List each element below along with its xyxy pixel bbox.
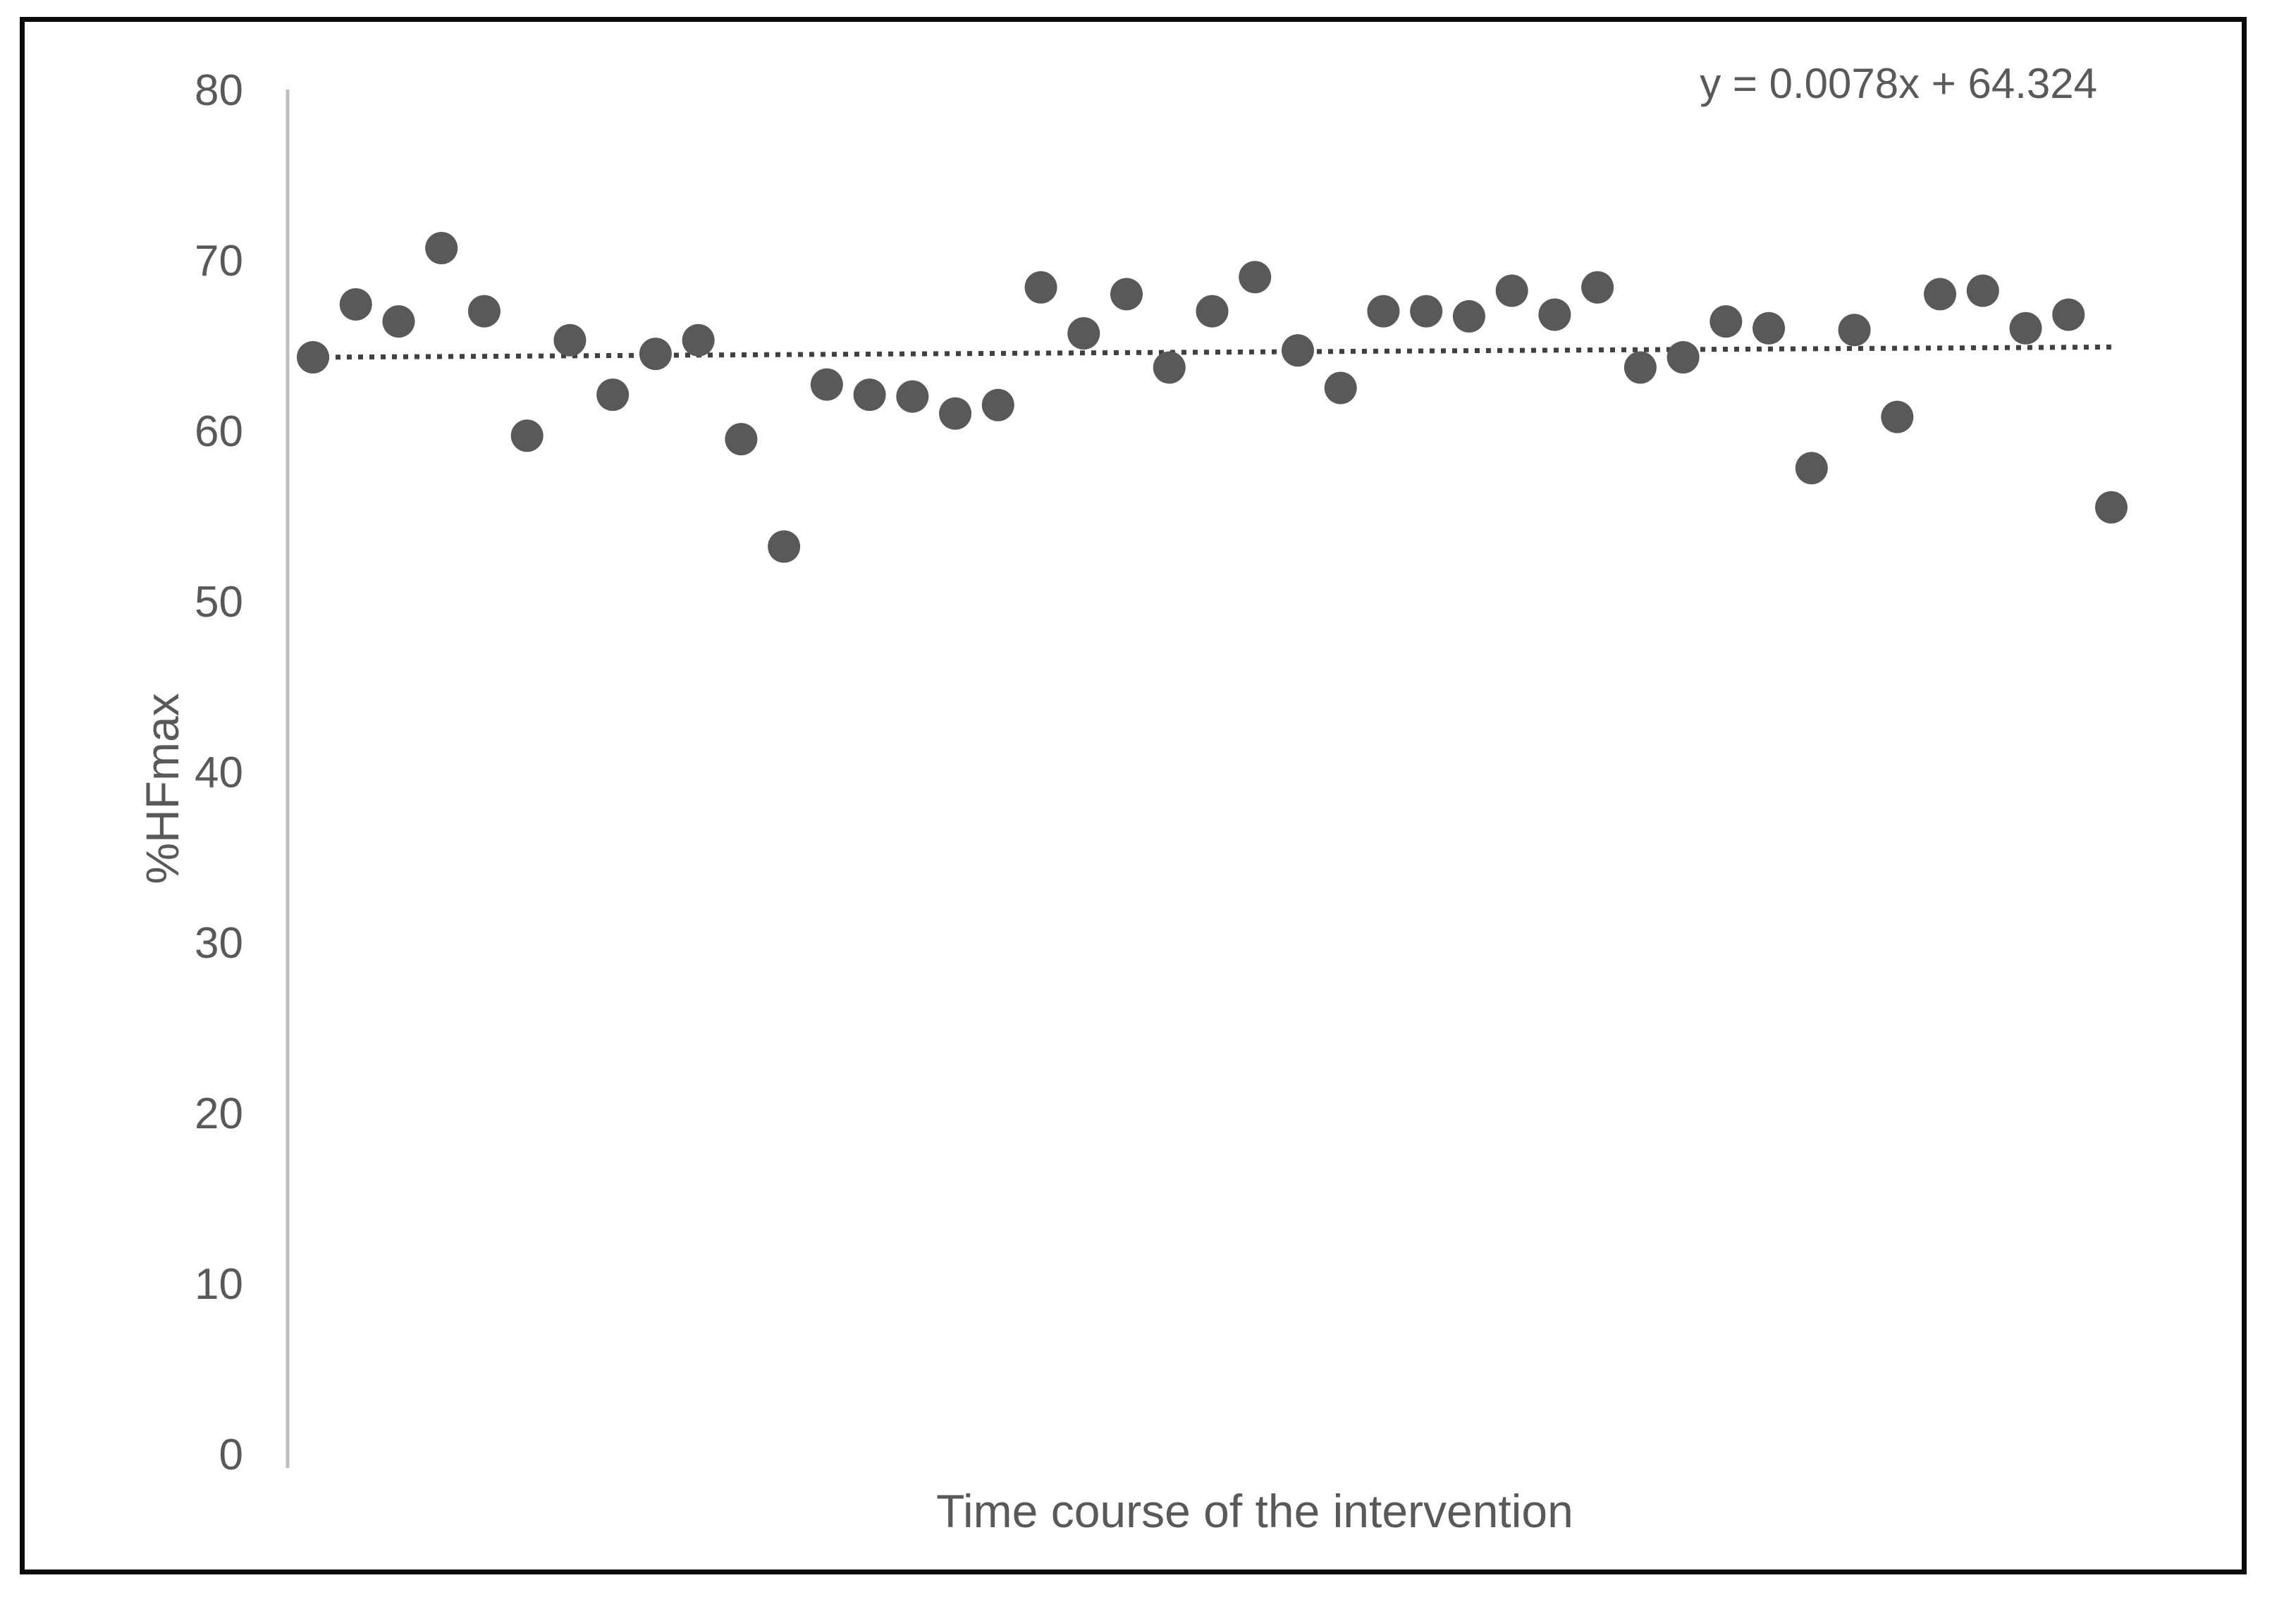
data-point: [1239, 261, 1272, 294]
data-point: [1281, 334, 1314, 367]
data-point: [725, 423, 758, 456]
data-point: [425, 232, 458, 265]
trendline-equation: y = 0.0078x + 64.324: [1700, 60, 2097, 107]
data-point: [596, 378, 630, 412]
scatter-chart: 0 10 20 30 40 50 60 70 80 %HFmax Time course of …: [136, 60, 2128, 1537]
y-tick-label: 20: [195, 1090, 243, 1138]
data-point: [1924, 278, 1957, 311]
data-point: [1881, 400, 1914, 433]
data-point: [639, 338, 672, 371]
data-point: [1495, 274, 1528, 307]
data-point: [467, 295, 501, 328]
data-point: [768, 530, 801, 563]
data-point: [2095, 491, 2128, 524]
y-axis-title: %HFmax: [136, 693, 188, 884]
data-point: [1709, 305, 1743, 338]
data-point: [553, 323, 587, 357]
y-tick-label: 80: [195, 66, 243, 115]
data-point: [1110, 278, 1143, 311]
data-point: [682, 323, 715, 357]
data-point: [1966, 274, 1999, 307]
data-point: [1367, 295, 1400, 328]
y-tick-label: 60: [195, 407, 243, 456]
data-point: [1838, 314, 1871, 347]
data-point: [1067, 317, 1100, 350]
chart-frame: 0 10 20 30 40 50 60 70 80 %HFmax Time course of …: [20, 17, 2247, 1574]
data-point: [1196, 295, 1229, 328]
data-point: [1538, 298, 1571, 331]
data-point: [1581, 271, 1614, 304]
y-axis: 0 10 20 30 40 50 60 70 80: [195, 66, 290, 1479]
data-point: [2009, 312, 2042, 345]
data-point: [810, 368, 843, 401]
y-tick-label: 30: [195, 919, 243, 968]
data-point: [1024, 271, 1057, 304]
y-tick-label: 0: [219, 1431, 243, 1479]
data-point: [1153, 351, 1186, 384]
y-tick-label: 50: [195, 578, 243, 627]
data-point: [1795, 452, 1828, 485]
data-point: [339, 288, 372, 321]
data-point: [981, 388, 1014, 421]
data-point: [1623, 351, 1657, 384]
data-point: [2052, 298, 2085, 331]
data-point: [1752, 312, 1786, 345]
data-point: [1324, 371, 1357, 405]
data-point: [510, 419, 544, 452]
data-point: [382, 305, 415, 338]
data-point: [1452, 300, 1485, 333]
data-point: [896, 380, 929, 413]
data-points: [297, 232, 2128, 563]
data-point: [297, 340, 329, 374]
y-tick-label: 40: [195, 748, 243, 797]
data-point: [1666, 340, 1700, 374]
data-point: [853, 378, 886, 412]
x-axis-title: Time course of the intervention: [936, 1485, 1573, 1537]
y-tick-label: 70: [195, 237, 243, 285]
data-point: [939, 397, 972, 430]
data-point: [1410, 295, 1443, 328]
y-tick-label: 10: [195, 1260, 243, 1309]
